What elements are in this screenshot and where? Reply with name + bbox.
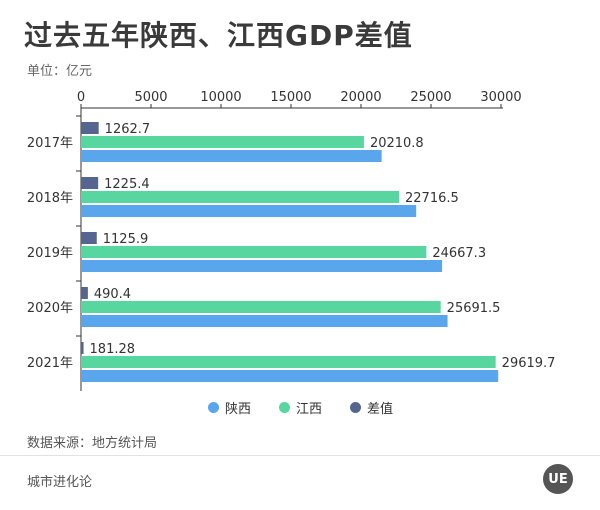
data-label: 22716.5	[405, 191, 459, 206]
bar-0	[81, 122, 99, 134]
data-label: 29619.7	[502, 356, 556, 371]
unit-label: 单位：亿元	[27, 64, 93, 79]
category-label: 2020年	[27, 301, 73, 316]
bar-0	[81, 342, 84, 354]
bar-2	[81, 150, 382, 162]
data-label: 181.28	[90, 342, 136, 357]
data-label: 25691.5	[447, 301, 501, 316]
x-tick-label: 10000	[200, 90, 241, 105]
bar-chart: 0 5000 10000 15000 20000 25000 30000 2017年 1262.…	[27, 90, 556, 391]
x-tick-label: 0	[77, 90, 85, 105]
legend-item-diff[interactable]: 差值	[350, 398, 393, 417]
bar-2	[81, 260, 443, 272]
legend-label-diff: 差值	[367, 402, 394, 417]
bar-1	[81, 191, 400, 203]
legend-dot-diff	[350, 402, 362, 413]
data-label: 20210.8	[370, 136, 424, 151]
bar-1	[81, 301, 441, 313]
bar-1	[81, 356, 496, 368]
category-label: 2021年	[27, 356, 73, 371]
data-label: 490.4	[94, 287, 131, 302]
bar-2	[81, 205, 417, 217]
legend-label-jiangxi: 江西	[296, 402, 323, 417]
bar-1	[81, 136, 364, 148]
bar-2	[81, 315, 448, 327]
data-source: 数据来源：地方统计局	[27, 436, 158, 451]
data-label: 24667.3	[432, 246, 486, 261]
category-label: 2019年	[27, 246, 73, 261]
x-tick-label: 20000	[340, 90, 381, 105]
legend: 陕西 江西 差值	[208, 398, 393, 417]
legend-item-shaanxi[interactable]: 陕西	[208, 398, 251, 417]
footer-brand: 城市进化论	[27, 475, 93, 490]
bar-0	[81, 177, 99, 189]
bar-1	[81, 246, 427, 258]
x-tick-label: 25000	[410, 90, 451, 105]
data-label: 1262.7	[105, 122, 150, 137]
legend-dot-shaanxi	[208, 402, 219, 413]
x-tick-label: 5000	[134, 90, 167, 105]
legend-label-shaanxi: 陕西	[225, 402, 252, 417]
chart-title: 过去五年陕西、江西GDP差值	[24, 19, 413, 52]
brand-logo: UE	[543, 464, 573, 494]
legend-dot-jiangxi	[279, 402, 291, 413]
x-tick-label: 30000	[480, 90, 521, 105]
category-label: 2018年	[27, 191, 73, 206]
bar-2	[81, 370, 499, 382]
legend-item-jiangxi[interactable]: 江西	[279, 398, 322, 417]
bar-0	[81, 232, 97, 244]
footer-divider	[0, 455, 600, 456]
category-label: 2017年	[27, 136, 73, 151]
bar-0	[81, 287, 88, 299]
data-label: 1125.9	[103, 232, 149, 247]
x-tick-label: 15000	[270, 90, 311, 105]
data-label: 1225.4	[104, 177, 150, 192]
